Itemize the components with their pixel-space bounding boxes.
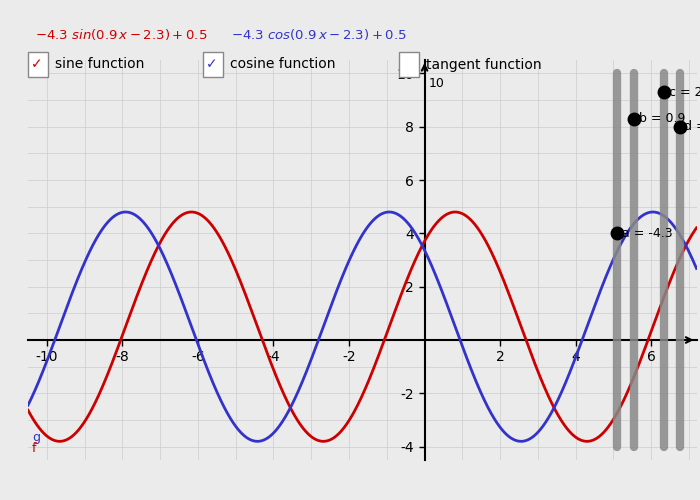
Text: $-4.3\ \mathit{sin}(0.9\,x - 2.3) + 0.5$: $-4.3\ \mathit{sin}(0.9\,x - 2.3) + 0.5$ [35, 28, 207, 42]
Text: d = 0.5: d = 0.5 [684, 120, 700, 133]
Text: $-4.3\ \mathit{cos}(0.9\,x - 2.3) + 0.5$: $-4.3\ \mathit{cos}(0.9\,x - 2.3) + 0.5$ [231, 28, 407, 42]
Text: a = -4.3: a = -4.3 [622, 227, 672, 240]
Text: 10: 10 [429, 78, 445, 90]
Text: ✓: ✓ [206, 58, 218, 71]
Text: f: f [32, 442, 36, 454]
Text: tangent function: tangent function [426, 58, 541, 71]
Text: b = 0.9: b = 0.9 [638, 112, 685, 125]
Text: cosine function: cosine function [230, 58, 335, 71]
Text: c = 2.3: c = 2.3 [669, 86, 700, 98]
Text: g: g [32, 431, 40, 444]
Text: sine function: sine function [55, 58, 144, 71]
Text: ✓: ✓ [31, 58, 43, 71]
